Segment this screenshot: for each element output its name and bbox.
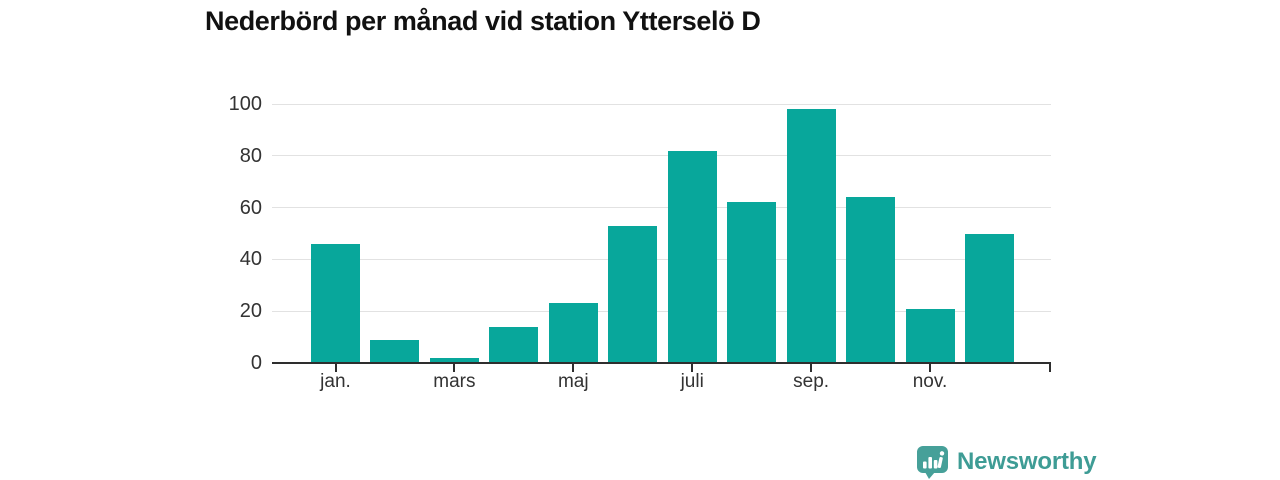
gridline-y-80	[272, 155, 1051, 157]
x-tick-juli	[691, 364, 694, 372]
bar-juni	[608, 225, 658, 363]
x-tick-label-sep: sep.	[793, 371, 830, 392]
y-tick-label-80: 80	[239, 144, 262, 167]
x-tick-nov	[929, 364, 931, 372]
x-tick-maj	[572, 364, 575, 372]
bar-jan	[311, 243, 360, 363]
bar-feb	[370, 339, 420, 363]
gridline-y-60	[272, 207, 1051, 209]
x-tick-label-nov: nov.	[912, 371, 948, 392]
bar-mars	[429, 357, 479, 363]
x-axis-end-tick	[1049, 362, 1051, 372]
x-tick-sep	[810, 364, 813, 372]
chart-title: Nederbörd per månad vid station Yttersel…	[205, 6, 761, 36]
bar-sep	[786, 109, 836, 363]
gridline-y-40	[272, 258, 1051, 260]
bar-nov	[905, 308, 955, 363]
bar-aug	[727, 202, 777, 363]
x-tick-label-maj: maj	[557, 371, 589, 392]
x-tick-label-mars: mars	[433, 371, 476, 392]
newsworthy-logo: Newsworthy	[916, 445, 1097, 479]
bar-apr	[489, 326, 539, 363]
x-tick-jan	[334, 364, 337, 372]
bar-juli	[667, 150, 717, 363]
x-tick-mars	[453, 364, 456, 372]
y-tick-label-60: 60	[239, 196, 262, 219]
bar-maj	[548, 303, 598, 363]
x-axis-line	[272, 362, 1051, 364]
newsworthy-logo-text: Newsworthy	[957, 448, 1097, 475]
y-tick-label-100: 100	[228, 93, 262, 115]
bar-okt	[846, 197, 896, 363]
x-tick-label-juli: juli	[680, 371, 704, 392]
gridline-y-100	[272, 103, 1051, 105]
y-tick-label-0: 0	[250, 352, 262, 374]
y-tick-label-40: 40	[239, 248, 262, 271]
newsworthy-speech-bubble-bar-chart-icon	[917, 446, 948, 479]
gridline-y-20	[272, 310, 1051, 312]
x-tick-label-jan: jan.	[320, 371, 351, 392]
plot-area	[272, 103, 1051, 363]
bar-dec	[964, 233, 1014, 363]
y-tick-label-20: 20	[239, 300, 262, 323]
